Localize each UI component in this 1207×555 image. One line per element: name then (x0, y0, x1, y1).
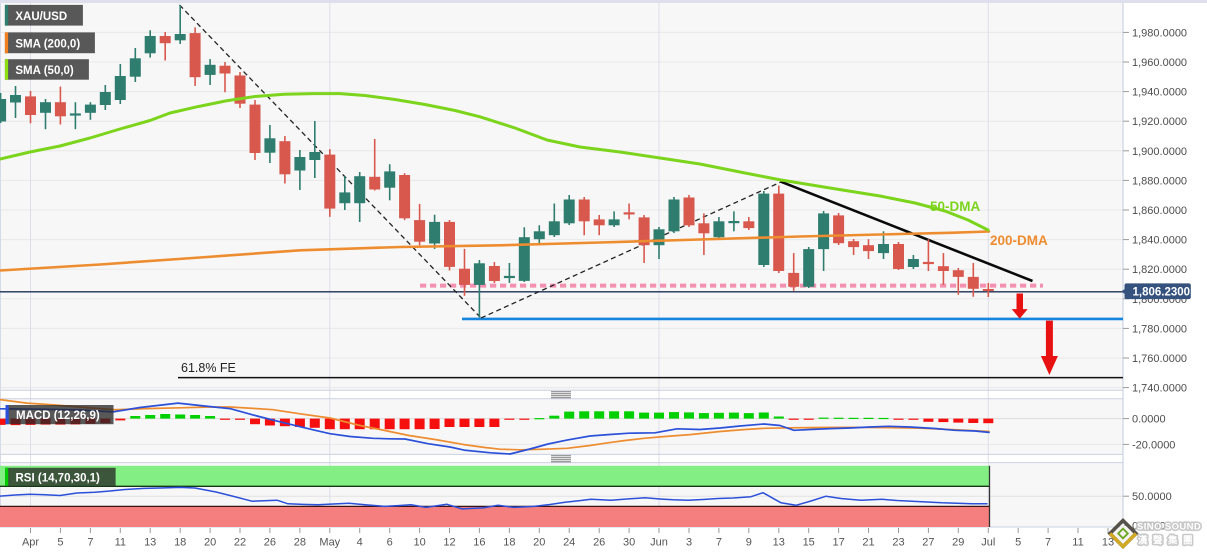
svg-text:24: 24 (563, 537, 575, 549)
svg-text:13: 13 (773, 537, 785, 549)
svg-text:May: May (319, 537, 340, 549)
svg-text:1,760.0000: 1,760.0000 (1132, 353, 1187, 365)
svg-text:XAU/USD: XAU/USD (15, 11, 67, 23)
svg-text:6: 6 (387, 537, 393, 549)
svg-text:11: 11 (1072, 537, 1083, 549)
svg-text:1,960.0000: 1,960.0000 (1132, 57, 1187, 69)
svg-text:1,860.0000: 1,860.0000 (1132, 205, 1187, 217)
svg-text:1,980.0000: 1,980.0000 (1132, 27, 1187, 39)
svg-text:16: 16 (473, 537, 485, 549)
svg-text:9: 9 (746, 537, 752, 549)
svg-text:SINO SOUND: SINO SOUND (1137, 522, 1201, 533)
svg-text:61.8% FE: 61.8% FE (181, 361, 236, 375)
svg-text:17: 17 (832, 537, 844, 549)
svg-text:Jun: Jun (650, 537, 668, 549)
svg-text:13: 13 (144, 537, 156, 549)
svg-text:10: 10 (413, 537, 425, 549)
svg-text:22: 22 (234, 537, 246, 549)
svg-text:29: 29 (952, 537, 964, 549)
svg-text:26: 26 (593, 537, 605, 549)
svg-text:Jul: Jul (981, 537, 995, 549)
svg-text:SINO SOUND: SINO SOUND (1137, 522, 1201, 533)
svg-text:1,806.2300: 1,806.2300 (1133, 287, 1191, 299)
svg-text:27: 27 (922, 537, 934, 549)
svg-text:1,900.0000: 1,900.0000 (1132, 146, 1187, 158)
svg-text:漢聲集團: 漢聲集團 (1138, 535, 1198, 547)
svg-text:7: 7 (716, 537, 722, 549)
svg-text:1,820.0000: 1,820.0000 (1132, 264, 1187, 276)
svg-text:1,740.0000: 1,740.0000 (1132, 383, 1187, 395)
svg-text:-20.0000: -20.0000 (1132, 439, 1175, 451)
svg-text:26: 26 (264, 537, 276, 549)
svg-text:7: 7 (1045, 537, 1051, 549)
svg-text:Apr: Apr (22, 537, 39, 549)
svg-text:50-DMA: 50-DMA (930, 199, 981, 214)
svg-text:5: 5 (1015, 537, 1021, 549)
svg-text:18: 18 (503, 537, 515, 549)
svg-text:5: 5 (57, 537, 63, 549)
svg-text:13: 13 (1102, 537, 1114, 549)
svg-text:11: 11 (115, 537, 126, 549)
svg-text:SMA (200,0): SMA (200,0) (15, 38, 80, 50)
svg-text:0.0000: 0.0000 (1132, 414, 1166, 426)
svg-text:200-DMA: 200-DMA (990, 233, 1048, 248)
svg-text:4: 4 (357, 537, 363, 549)
svg-text:RSI (14,70,30,1): RSI (14,70,30,1) (16, 472, 101, 484)
svg-text:0.0000: 0.0000 (1132, 521, 1166, 533)
svg-text:18: 18 (174, 537, 186, 549)
svg-text:30: 30 (623, 537, 635, 549)
svg-text:1,840.0000: 1,840.0000 (1132, 235, 1187, 247)
svg-text:3: 3 (686, 537, 692, 549)
svg-text:MACD (12,26,9): MACD (12,26,9) (16, 410, 100, 422)
svg-text:23: 23 (892, 537, 904, 549)
svg-text:21: 21 (862, 537, 874, 549)
svg-text:漢聲集團: 漢聲集團 (1138, 535, 1198, 547)
svg-text:20: 20 (533, 537, 545, 549)
svg-text:1,920.0000: 1,920.0000 (1132, 116, 1187, 128)
svg-text:20: 20 (204, 537, 216, 549)
svg-text:12: 12 (443, 537, 455, 549)
svg-text:50.0000: 50.0000 (1132, 491, 1172, 503)
svg-text:7: 7 (87, 537, 93, 549)
svg-text:SMA (50,0): SMA (50,0) (15, 65, 74, 77)
svg-text:15: 15 (803, 537, 815, 549)
svg-text:1,940.0000: 1,940.0000 (1132, 87, 1187, 99)
svg-text:1,880.0000: 1,880.0000 (1132, 175, 1187, 187)
svg-text:1,780.0000: 1,780.0000 (1132, 323, 1187, 335)
svg-text:28: 28 (294, 537, 306, 549)
